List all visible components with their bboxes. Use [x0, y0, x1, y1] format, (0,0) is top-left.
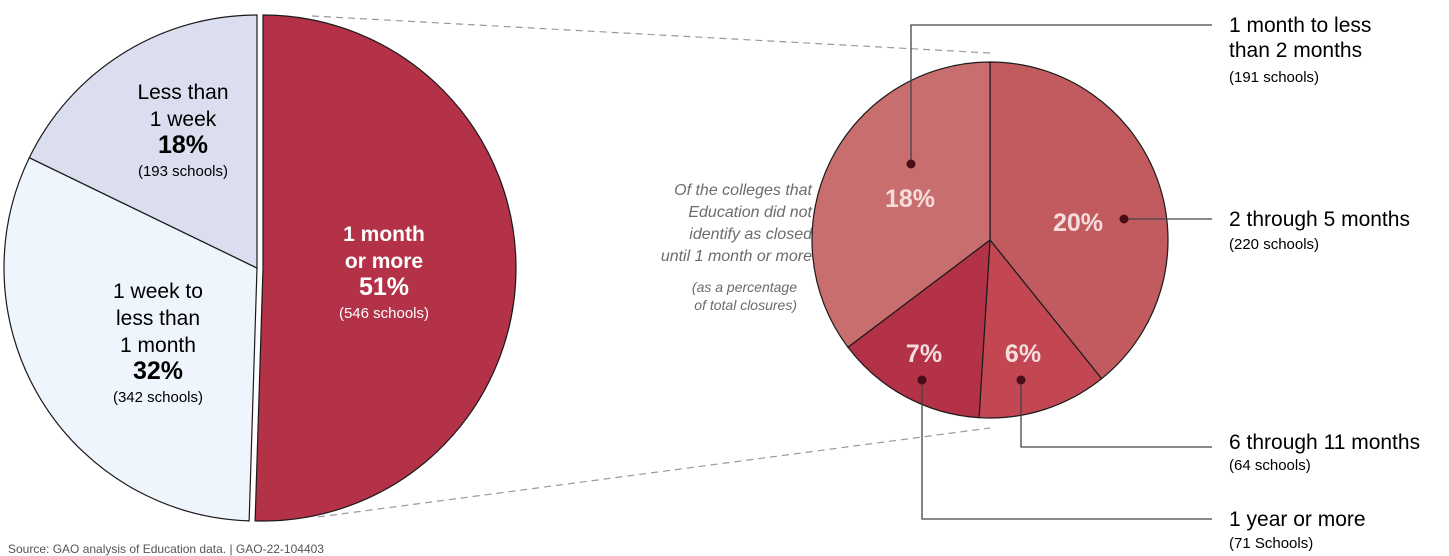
category-label: 6 through 11 months: [1229, 431, 1420, 454]
slice-percent: 18%: [885, 185, 935, 213]
slice-percent: 18%: [158, 131, 208, 159]
leader-dot: [907, 160, 916, 169]
category-count: (191 schools): [1229, 69, 1319, 86]
connector-top: [312, 16, 990, 53]
category-label: 1 month to less: [1229, 14, 1371, 37]
slice-count: (193 schools): [138, 163, 228, 180]
slice-percent: 51%: [359, 273, 409, 301]
one-month-or-more-breakdown-pie: 20% 6% 7% 18%: [812, 62, 1168, 418]
breakdown-intro-text: Of the colleges that Education did not ide…: [661, 182, 813, 313]
intro-line: Education did not: [688, 204, 812, 221]
intro-line: Of the colleges that: [674, 182, 812, 199]
slice-label: 1 week: [150, 108, 217, 131]
source-note: Source: GAO analysis of Education data. …: [8, 542, 324, 556]
category-label: than 2 months: [1229, 39, 1362, 62]
slice-count: (546 schools): [339, 305, 429, 322]
intro-note-line: of total closures): [694, 297, 797, 313]
intro-note-line: (as a percentage: [692, 279, 797, 295]
slice-percent: 32%: [133, 357, 183, 385]
slice-label: less than: [116, 307, 200, 330]
slice-label: or more: [345, 250, 423, 273]
intro-line: until 1 month or more: [661, 248, 812, 265]
slice-label: 1 week to: [113, 280, 203, 303]
leader-dot: [1120, 215, 1129, 224]
slice-label: 1 month: [120, 334, 196, 357]
leader-dot: [918, 376, 927, 385]
slice-percent: 7%: [906, 340, 942, 368]
category-count: (64 schools): [1229, 457, 1311, 474]
category-label: 1 year or more: [1229, 508, 1366, 531]
slice-count: (342 schools): [113, 389, 203, 406]
slice-label: Less than: [137, 81, 228, 104]
leader-dot: [1017, 376, 1026, 385]
category-count: (220 schools): [1229, 236, 1319, 253]
intro-line: identify as closed: [689, 226, 813, 243]
slice-percent: 6%: [1005, 340, 1041, 368]
category-label: 2 through 5 months: [1229, 208, 1410, 231]
slice-label: 1 month: [343, 223, 425, 246]
slice-percent: 20%: [1053, 209, 1103, 237]
category-count: (71 Schools): [1229, 535, 1313, 552]
